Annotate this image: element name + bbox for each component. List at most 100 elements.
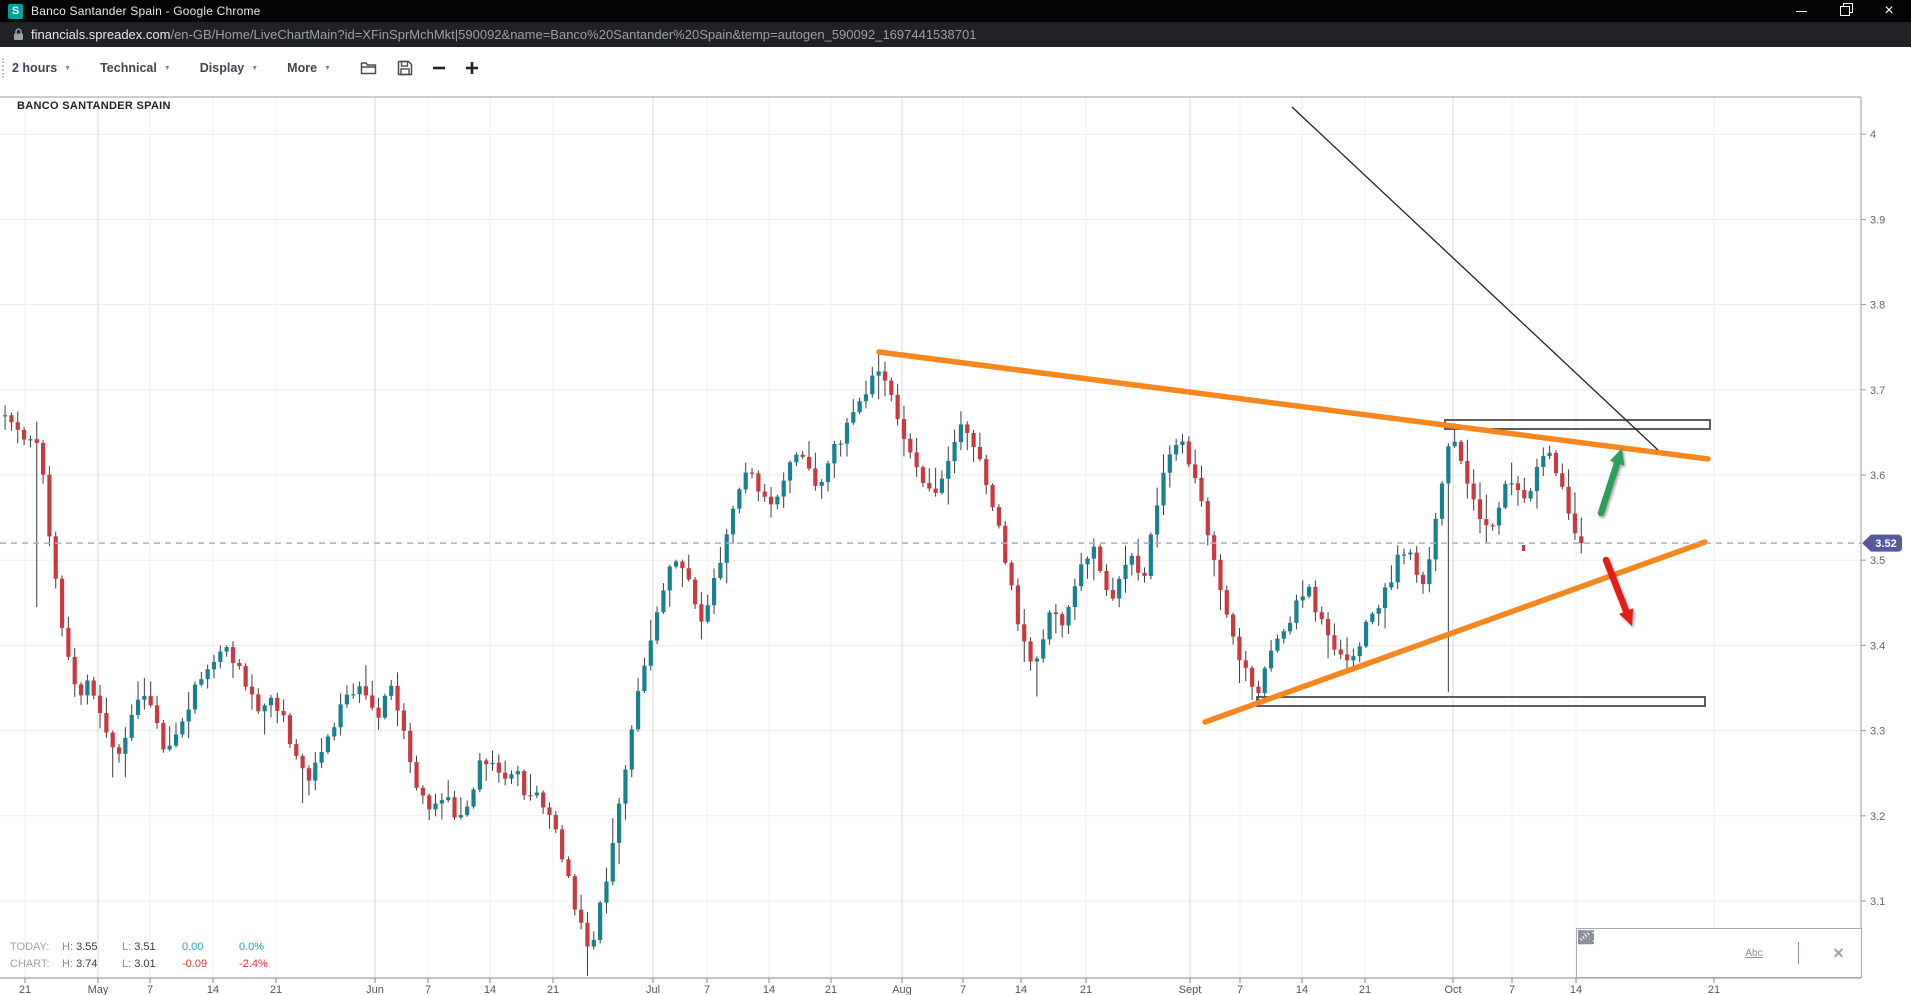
x-tick-label: Oct [1444,984,1461,995]
url-bar[interactable]: financials.spreadex.com/en-GB/Home/LiveC… [0,22,1911,47]
x-tick-label: 21 [19,984,31,995]
green-arrow-annotation[interactable] [1597,448,1625,517]
today-low-label: L: [122,941,132,953]
window-titlebar[interactable]: S Banco Santander Spain - Google Chrome … [0,0,1911,22]
chart-area: 4 3.9 3.8 3.7 3.6 3.5 3.4 3.3 3.2 3.1 21 May 7 14 21 Ju… [0,88,1911,995]
technical-label: Technical [100,60,157,75]
minus-icon [432,66,445,69]
x-tick-label: Sept [1179,984,1202,995]
window-title: Banco Santander Spain - Google Chrome [31,4,261,18]
candles[interactable] [3,351,1584,976]
url-text: financials.spreadex.com/en-GB/Home/LiveC… [31,27,976,42]
fan-lines-tool-button[interactable] [1578,930,1671,962]
plot-borders [0,96,1862,979]
curve-tool-button[interactable] [1577,932,1627,962]
chart-change-value: -0.09 [182,958,208,970]
toolbar-separator [1798,942,1799,964]
y-tick-label: 3.6 [1870,470,1885,482]
chart-label: CHART: [10,958,50,970]
chart-stats-row: CHART: H: 3.74 L: 3.01 -0.09 -2.4% [10,956,289,973]
today-stats-row: TODAY: H: 3.55 L: 3.51 0.00 0.0% [10,939,289,956]
text-tool-icon: Abc [1745,947,1763,959]
restore-icon [1840,6,1850,16]
timeframe-label: 2 hours [12,60,58,75]
timeframe-dropdown[interactable]: 2 hours ▼ [12,61,71,75]
y-tick-label: 4 [1870,129,1876,141]
x-axis-labels: 21 May 7 14 21 Jun 7 14 21 Jul 7 14 21 Aug 7 14 21 Sept 7 1… [19,978,1720,995]
display-dropdown[interactable]: Display ▼ [200,61,258,75]
chart-change-pct: -2.4% [239,958,268,970]
y-axis-labels: 4 3.9 3.8 3.7 3.6 3.5 3.4 3.3 3.2 3.1 [1861,129,1885,908]
spreadex-logo-icon: S [8,3,23,19]
close-button[interactable]: × [1884,2,1894,19]
measure-tool-button[interactable] [1577,930,1825,962]
x-tick-label: 7 [704,984,710,995]
price-stats-legend: TODAY: H: 3.55 L: 3.51 0.00 0.0% CHART: H: 3.… [10,939,289,973]
x-tick-label: Aug [892,984,912,995]
x-tick-label: 14 [1015,984,1027,995]
trendlines[interactable] [876,349,1711,725]
zoom-out-button[interactable] [432,61,446,75]
drawing-toolbar: Abc ✕ [1576,928,1862,978]
line-tool-button[interactable] [1579,931,1788,962]
stray-candle-dot [1522,545,1525,551]
gridlines [0,97,1861,978]
zoom-in-button[interactable] [465,61,479,75]
url-path: /en-GB/Home/LiveChartMain?id=XFinSprMchM… [170,27,977,42]
chart-toolbar: 2 hours ▼ Technical ▼ Display ▼ More ▼ [0,47,1911,88]
x-tick-label: Jun [366,984,384,995]
today-high-value: 3.55 [76,941,98,953]
more-dropdown[interactable]: More ▼ [287,61,331,75]
x-tick-label: May [88,984,109,995]
chart-low-label: L: [122,958,132,970]
ruler-icon [1577,930,1595,945]
save-button[interactable] [397,60,413,76]
technical-dropdown[interactable]: Technical ▼ [100,61,171,75]
x-tick-label: 21 [825,984,837,995]
grid-tool-button[interactable] [1578,930,1649,962]
chart-low-value: 3.01 [134,958,156,970]
x-tick-label: 14 [207,984,219,995]
y-tick-label: 3.1 [1870,896,1885,908]
horizontal-line-tool-button[interactable] [1578,936,1693,962]
toolbar-grip [2,57,4,78]
open-folder-button[interactable] [360,60,378,75]
pointer-tool-button[interactable] [1578,930,1605,962]
y-tick-label: 3.8 [1870,300,1885,312]
x-tick-label: 14 [1296,984,1308,995]
last-price-label: 3.52 [1875,538,1896,550]
today-change-pct: 0.0% [239,941,265,953]
x-tick-label: 7 [425,984,431,995]
restore-button[interactable] [1823,0,1867,22]
x-tick-label: 21 [270,984,282,995]
chevron-down-icon: ▼ [324,65,331,72]
chevron-down-icon: ▼ [251,65,259,72]
minimize-button[interactable] [1779,0,1823,22]
black-trend-line[interactable] [1291,106,1659,451]
delete-drawing-button[interactable]: ✕ [1830,945,1847,962]
x-tick-label: 21 [1359,984,1371,995]
last-price-marker: 3.52 [1862,534,1902,552]
x-tick-label: Jul [646,984,660,995]
rectangle-tool-button[interactable] [1578,931,1737,962]
trendline-tool-button[interactable] [1578,930,1715,962]
instrument-title: BANCO SANTANDER SPAIN [17,100,171,112]
display-label: Display [199,60,245,75]
x-tick-label: 21 [1080,984,1092,995]
price-chart-canvas[interactable]: 4 3.9 3.8 3.7 3.6 3.5 3.4 3.3 3.2 3.1 21 May 7 14 21 Ju… [0,88,1911,995]
chart-high-value: 3.74 [76,958,98,970]
today-low-value: 3.51 [134,941,156,953]
close-icon: ✕ [1832,944,1845,961]
plus-icon [465,61,478,74]
today-high-label: H: [62,941,73,953]
more-label: More [287,60,318,75]
text-tool-button[interactable]: Abc [1742,945,1766,962]
x-tick-label: 14 [484,984,496,995]
x-tick-label: 7 [1237,984,1243,995]
chevron-down-icon: ▼ [163,65,171,72]
x-tick-label: 7 [147,984,153,995]
red-arrow-annotation[interactable] [1602,556,1634,626]
y-tick-label: 3.3 [1870,726,1885,738]
today-change-value: 0.00 [182,941,204,953]
y-tick-label: 3.5 [1870,555,1885,567]
